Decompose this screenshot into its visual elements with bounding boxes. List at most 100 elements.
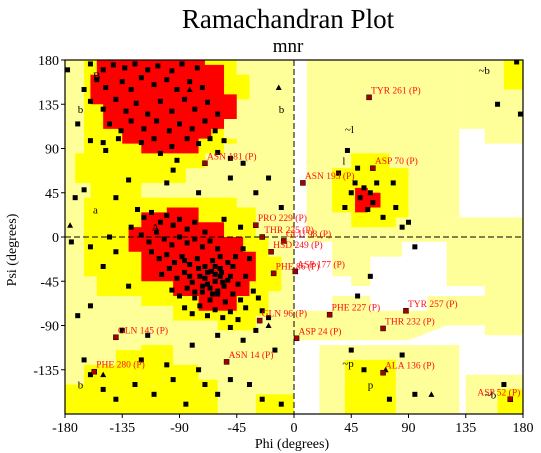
residue-point [218, 269, 224, 275]
residue-point [336, 170, 342, 176]
residue-point [361, 185, 367, 191]
residue-point [386, 396, 392, 402]
residue-point [278, 401, 284, 407]
residue-point [100, 140, 106, 146]
residue-point [194, 256, 200, 262]
residue-point [240, 246, 246, 252]
chart-title: Ramachandran Plot [182, 4, 395, 34]
residue-point [380, 214, 386, 220]
residue-point [367, 190, 373, 196]
residue-point [177, 234, 182, 240]
outlier-point [403, 308, 409, 314]
residue-point [169, 287, 175, 293]
residue-point [177, 216, 182, 222]
residue-point [240, 337, 246, 343]
residue-point [169, 68, 175, 74]
residue-point [87, 244, 93, 250]
outlier-point [259, 234, 265, 240]
residue-point [399, 352, 405, 358]
region-label: b [279, 104, 285, 116]
residue-label: ASP 70 (P) [375, 156, 418, 167]
residue-point [207, 297, 213, 303]
residue-point [184, 136, 190, 142]
residue-point [145, 111, 151, 117]
outlier-point [293, 335, 300, 342]
residue-point [145, 67, 151, 73]
residue-point [154, 229, 160, 235]
residue-point [110, 62, 116, 68]
residue-point [227, 155, 233, 161]
residue-point [212, 307, 218, 313]
outlier-point [370, 165, 376, 171]
glycine-point [265, 322, 272, 328]
residue-point [412, 391, 418, 397]
region-allowed [255, 394, 294, 414]
residue-point [81, 187, 87, 193]
residue-point [202, 229, 208, 235]
residue-point [189, 342, 195, 348]
residue-point [141, 126, 147, 132]
outlier-point [281, 238, 287, 244]
residue-label: GLN 145 (P) [118, 325, 168, 336]
residue-point [182, 269, 188, 275]
residue-point [100, 386, 106, 392]
residue-point [128, 87, 134, 92]
residue-point [250, 288, 256, 294]
residue-point [238, 297, 244, 303]
residue-label: TYR 257 (P) [408, 299, 458, 310]
residue-point [174, 157, 180, 163]
residue-point [199, 244, 205, 250]
residue-point [266, 315, 272, 321]
outlier-point [270, 270, 277, 277]
residue-point [238, 224, 244, 230]
region-label: b [78, 104, 84, 116]
outlier-point [366, 94, 372, 101]
residue-label: THR 232 (P) [385, 316, 435, 327]
residue-label: GLU 98 (P) [286, 229, 331, 240]
residue-point [220, 279, 226, 285]
x-tick-label: 0 [291, 421, 298, 436]
residue-point [255, 295, 261, 301]
residue-point [204, 269, 210, 275]
glycine-point [275, 84, 282, 91]
residue-point [151, 82, 157, 88]
residue-point [227, 175, 233, 181]
residue-point [517, 111, 523, 117]
region-label: p [368, 380, 374, 392]
residue-point [164, 212, 170, 218]
residue-point [240, 160, 246, 166]
residue-point [155, 63, 161, 69]
residue-point [128, 224, 134, 230]
residue-point [259, 396, 265, 402]
residue-label: ASP 52 (P) [477, 387, 520, 398]
residue-point [243, 273, 249, 279]
chart-subtitle: mnr [273, 36, 304, 57]
residue-point [179, 61, 185, 67]
y-axis-label: Psi (degrees) [5, 213, 20, 286]
residue-point [169, 108, 175, 114]
residue-point [202, 118, 208, 124]
residue-point [132, 382, 138, 387]
x-tick-label: -45 [227, 421, 246, 436]
residue-point [170, 167, 176, 173]
residue-point [166, 128, 172, 134]
residue-point [221, 138, 227, 144]
residue-point [197, 273, 203, 279]
residue-point [81, 87, 87, 92]
residue-point [157, 150, 163, 156]
residue-point [133, 100, 139, 106]
residue-point [197, 303, 203, 309]
region-label: ~b [478, 65, 490, 77]
residue-point [87, 303, 93, 309]
residue-point [207, 136, 213, 142]
x-axis-label: Phi (degrees) [255, 437, 330, 452]
residue-point [87, 372, 93, 378]
region-generous [484, 281, 523, 336]
residue-point [189, 126, 195, 132]
residue-point [202, 264, 208, 269]
residue-point [221, 216, 227, 222]
residue-point [118, 128, 124, 134]
residue-point [184, 226, 190, 232]
residue-point [87, 138, 93, 144]
outlier-point [292, 268, 299, 275]
